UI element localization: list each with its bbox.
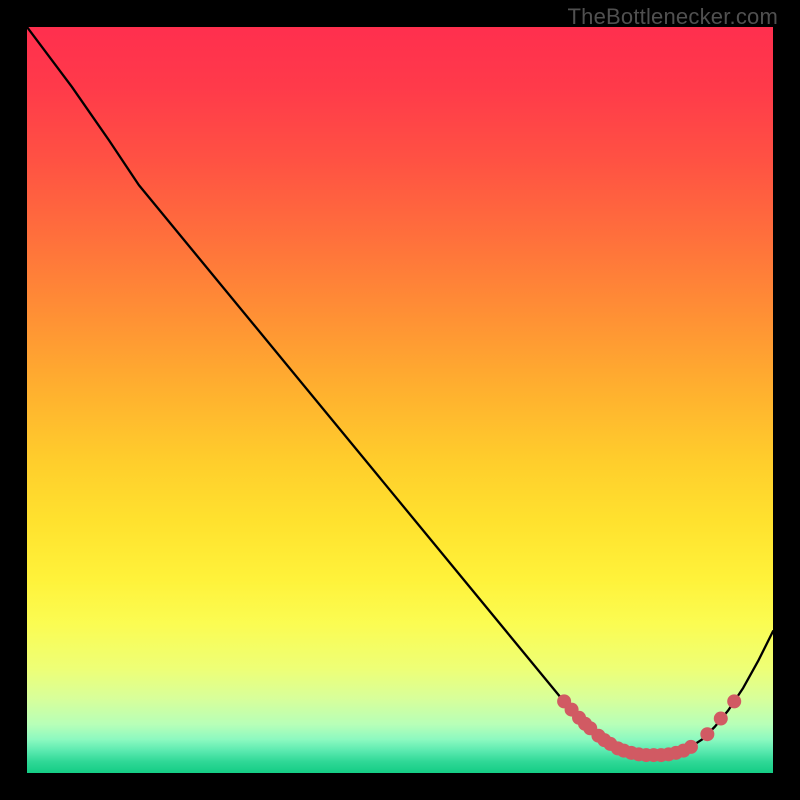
marker-dot (714, 712, 728, 726)
chart-background (27, 27, 773, 773)
marker-dot (684, 740, 698, 754)
watermark-label: TheBottlenecker.com (568, 4, 778, 30)
marker-dot (700, 727, 714, 741)
marker-dot (727, 694, 741, 708)
chart-plot (27, 27, 773, 773)
